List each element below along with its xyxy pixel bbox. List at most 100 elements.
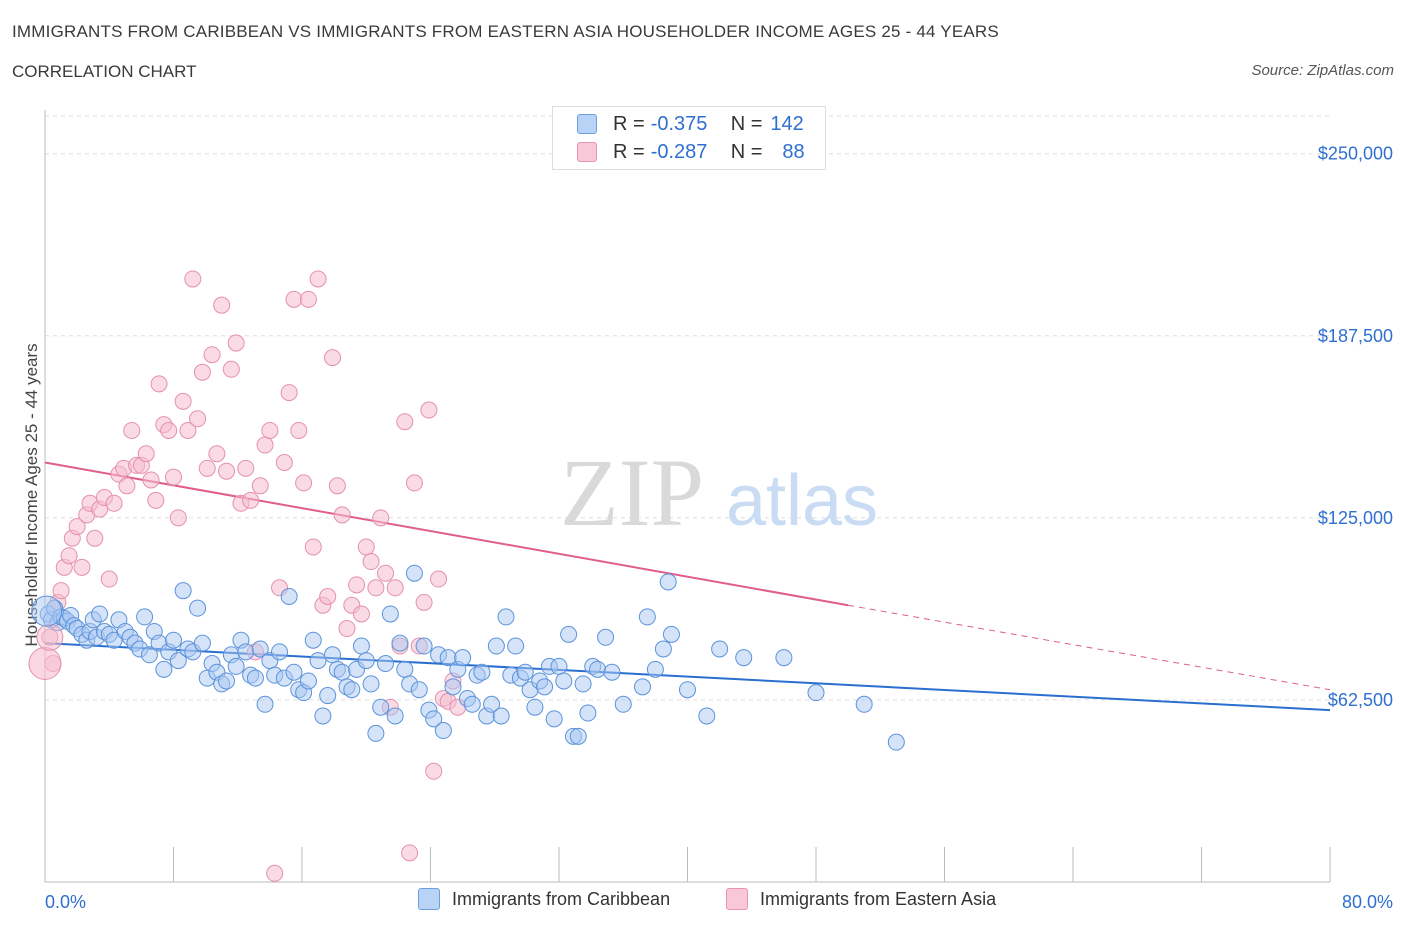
- caribbean-point: [654, 640, 672, 658]
- caribbean-point: [425, 710, 443, 728]
- caribbean-legend-label: Immigrants from Caribbean: [452, 888, 671, 909]
- eastern-asia-point: [227, 334, 245, 352]
- caribbean-point: [711, 640, 729, 658]
- y-tick-label: $250,000: [1318, 144, 1393, 164]
- eastern-asia-point: [105, 494, 123, 512]
- eastern-asia-legend-swatch: [726, 888, 748, 910]
- caribbean-point: [193, 634, 211, 652]
- caribbean-point: [405, 564, 423, 582]
- caribbean-r-value: -0.375: [650, 112, 708, 135]
- caribbean-point: [174, 582, 192, 600]
- caribbean-point: [396, 660, 414, 678]
- tick-labels: $62,500 $125,000 $187,500 $250,000 0.0% 80.0%: [45, 144, 1393, 912]
- caribbean-point: [165, 631, 182, 649]
- eastern-asia-point: [52, 582, 70, 600]
- caribbean-point: [271, 643, 289, 661]
- eastern-asia-point: [222, 360, 240, 378]
- eastern-asia-trend-extension: [848, 604, 1331, 691]
- caribbean-point: [256, 695, 274, 713]
- caribbean-point: [218, 672, 236, 690]
- caribbean-point: [237, 643, 255, 661]
- caribbean-point: [280, 588, 298, 606]
- caribbean-point: [314, 707, 332, 725]
- caribbean-point: [536, 678, 554, 696]
- caribbean-point: [415, 637, 433, 655]
- series-legend-caribbean[interactable]: Immigrants from Caribbean: [418, 888, 670, 910]
- caribbean-point: [324, 646, 342, 664]
- gridlines: [45, 115, 1330, 701]
- caribbean-point: [507, 637, 525, 655]
- caribbean-point: [105, 631, 123, 649]
- eastern-asia-point: [184, 270, 202, 288]
- eastern-asia-point: [386, 579, 404, 597]
- caribbean-point: [555, 672, 573, 690]
- y-tick-label: $62,500: [1328, 690, 1393, 710]
- legend-row-eastern-asia: R = -0.287 N = 88: [577, 140, 805, 164]
- caribbean-point: [136, 608, 154, 626]
- legend-r-label: R =: [613, 112, 645, 135]
- eastern-asia-point: [28, 647, 62, 681]
- caribbean-point: [807, 684, 825, 702]
- eastern-asia-point: [179, 421, 197, 439]
- eastern-asia-point: [237, 459, 255, 477]
- eastern-asia-point: [352, 605, 370, 623]
- series-legend-eastern-asia[interactable]: Immigrants from Eastern Asia: [726, 888, 996, 910]
- caribbean-point: [516, 663, 534, 681]
- caribbean-point: [603, 663, 621, 681]
- caribbean-point: [31, 595, 63, 627]
- eastern-asia-point: [165, 468, 182, 486]
- eastern-asia-point: [86, 529, 104, 547]
- eastern-asia-point: [362, 553, 380, 571]
- eastern-asia-point: [137, 445, 155, 463]
- eastern-asia-point: [299, 290, 317, 308]
- eastern-asia-point: [275, 453, 293, 471]
- eastern-asia-swatch: [577, 142, 597, 162]
- caribbean-point: [855, 695, 873, 713]
- eastern-asia-point: [213, 296, 231, 314]
- eastern-asia-point: [100, 570, 118, 588]
- eastern-asia-point: [319, 588, 337, 606]
- eastern-asia-point: [290, 421, 308, 439]
- caribbean-legend-swatch: [418, 888, 440, 910]
- caribbean-point: [662, 625, 680, 643]
- eastern-asia-point: [256, 436, 274, 454]
- legend-n-label: N =: [730, 140, 763, 163]
- watermark-zip: ZIP: [560, 439, 704, 546]
- caribbean-point: [343, 681, 361, 699]
- caribbean-point: [569, 727, 587, 745]
- eastern-asia-point: [242, 491, 260, 509]
- caribbean-point: [140, 646, 158, 664]
- eastern-asia-point: [218, 462, 236, 480]
- caribbean-point: [333, 663, 351, 681]
- eastern-asia-point: [208, 445, 226, 463]
- caribbean-point: [155, 660, 173, 678]
- caribbean-point: [299, 672, 317, 690]
- caribbean-point: [483, 695, 501, 713]
- caribbean-point: [169, 652, 187, 670]
- legend-r-label: R =: [613, 140, 645, 163]
- caribbean-point: [454, 649, 472, 667]
- eastern-asia-point: [261, 421, 279, 439]
- eastern-asia-r-value: -0.287: [650, 140, 708, 163]
- eastern-asia-point: [285, 290, 303, 308]
- x-tick-label: 0.0%: [45, 892, 86, 912]
- source-label: Source: ZipAtlas.com: [1251, 62, 1394, 79]
- caribbean-point: [391, 634, 409, 652]
- eastern-asia-point: [401, 844, 419, 862]
- watermark: ZIP atlas: [560, 439, 878, 546]
- caribbean-point: [227, 657, 245, 675]
- eastern-asia-point: [142, 471, 160, 489]
- caribbean-point: [410, 681, 428, 699]
- eastern-asia-point: [266, 864, 284, 882]
- caribbean-point: [246, 669, 264, 687]
- caribbean-point: [357, 652, 375, 670]
- eastern-asia-point: [280, 384, 298, 402]
- caribbean-point: [487, 637, 505, 655]
- y-tick-label: $187,500: [1318, 326, 1393, 346]
- eastern-asia-point: [203, 346, 221, 364]
- caribbean-point: [352, 637, 370, 655]
- caribbean-point: [560, 625, 578, 643]
- eastern-asia-point: [68, 518, 86, 536]
- caribbean-point: [381, 605, 399, 623]
- caribbean-point: [372, 698, 390, 716]
